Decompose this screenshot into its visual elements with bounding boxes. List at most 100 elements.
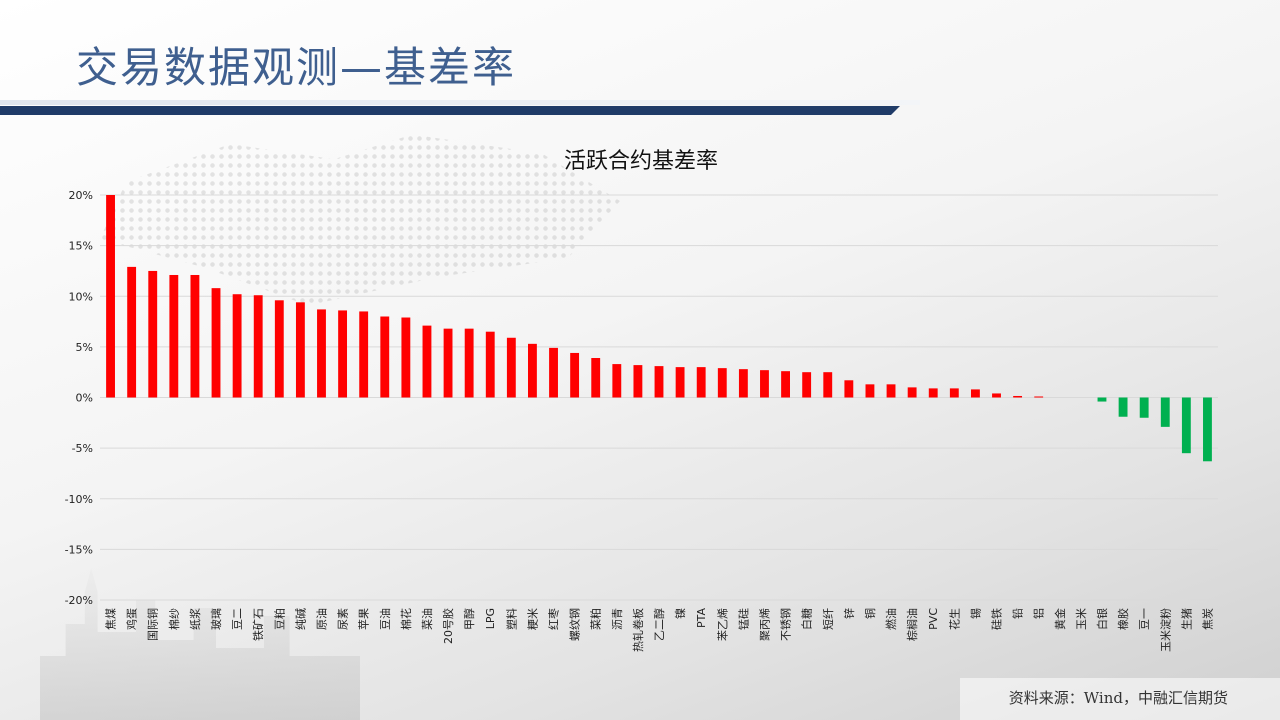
bar-棉纱 bbox=[169, 274, 179, 398]
bar-乙二醇 bbox=[654, 366, 664, 398]
bar-燃油 bbox=[886, 384, 896, 398]
y-tick-label: -5% bbox=[72, 442, 93, 455]
bar-短纤 bbox=[823, 372, 833, 398]
bar-螺纹钢 bbox=[570, 352, 580, 398]
x-category-label: 原油 bbox=[314, 608, 328, 630]
x-category-label: 菜油 bbox=[420, 608, 434, 630]
bar-锌 bbox=[844, 380, 854, 398]
x-category-label: 豆粕 bbox=[272, 608, 286, 630]
bar-苹果 bbox=[359, 311, 369, 398]
bar-粳米 bbox=[528, 343, 537, 398]
x-category-label: 豆一 bbox=[1138, 608, 1151, 630]
x-category-label: 花生 bbox=[947, 608, 961, 630]
bar-菜粕 bbox=[591, 358, 601, 398]
bar-聚丙烯 bbox=[760, 370, 769, 398]
bar-硅铁 bbox=[992, 393, 1001, 398]
x-category-label: 玻璃 bbox=[209, 608, 223, 630]
x-category-label: 锡 bbox=[968, 608, 982, 619]
x-category-label: 棕榈油 bbox=[905, 608, 919, 641]
bar-焦煤 bbox=[106, 195, 115, 398]
bar-PTA bbox=[696, 367, 706, 398]
y-tick-label: 20% bbox=[69, 189, 93, 202]
x-category-label: 20号胶 bbox=[441, 608, 455, 644]
y-tick-label: -15% bbox=[65, 543, 93, 556]
bar-热轧卷板 bbox=[633, 365, 643, 398]
x-category-label: 粳米 bbox=[525, 608, 539, 630]
x-category-label: 菜粕 bbox=[589, 608, 603, 630]
header-bar-light bbox=[0, 100, 920, 105]
bar-白糖 bbox=[802, 372, 812, 398]
bar-豆粕 bbox=[274, 300, 284, 398]
x-category-label: 白糖 bbox=[800, 608, 814, 630]
bar-铅 bbox=[1013, 395, 1023, 398]
x-category-label: 铁矿石 bbox=[252, 608, 265, 641]
bar-LPG bbox=[485, 331, 495, 398]
grid-lines bbox=[100, 194, 1218, 601]
x-category-label: 铜 bbox=[863, 608, 877, 619]
x-category-label: 黄金 bbox=[1053, 608, 1067, 630]
y-tick-label: -20% bbox=[65, 594, 93, 607]
bar-尿素 bbox=[338, 310, 348, 398]
x-category-label: LPG bbox=[484, 608, 497, 629]
x-category-label: 棉纱 bbox=[167, 608, 181, 630]
x-category-label: 豆二 bbox=[231, 608, 244, 630]
bar-沥青 bbox=[612, 364, 622, 398]
x-category-label: 焦煤 bbox=[105, 608, 118, 630]
bar-原油 bbox=[317, 309, 326, 398]
x-category-label: 锌 bbox=[842, 608, 856, 619]
x-category-label: 螺纹钢 bbox=[568, 608, 582, 641]
x-category-label: 甲醇 bbox=[462, 608, 476, 630]
x-category-label: 燃油 bbox=[884, 608, 898, 630]
bar-镍 bbox=[675, 367, 685, 398]
x-category-label: 塑料 bbox=[504, 608, 518, 630]
x-category-label: 玉米 bbox=[1075, 608, 1088, 630]
bar-锡 bbox=[970, 389, 980, 398]
y-axis: 20% 15% 10% 5% 0% -5% -10% -15% -20% bbox=[65, 189, 93, 607]
x-category-label: 橡胶 bbox=[1116, 608, 1130, 630]
x-category-label: 生猪 bbox=[1179, 608, 1193, 630]
y-tick-label: 0% bbox=[76, 392, 93, 405]
bar-花生 bbox=[949, 388, 959, 398]
x-category-label: 短纤 bbox=[821, 608, 835, 630]
x-category-label: 红枣 bbox=[548, 608, 561, 630]
bar-玻璃 bbox=[211, 288, 221, 398]
x-category-label: 豆油 bbox=[378, 608, 392, 630]
bar-铝 bbox=[1034, 396, 1044, 398]
bar-PVC bbox=[928, 388, 938, 398]
y-tick-label: -10% bbox=[65, 493, 93, 506]
x-category-label: PVC bbox=[927, 608, 940, 630]
x-category-label: 棉花 bbox=[399, 608, 413, 630]
bar-不锈钢 bbox=[781, 371, 790, 398]
x-axis: 焦煤 鸡蛋 国际铜 棉纱 纸浆 玻璃 豆二 铁矿石 豆粕 纯碱 原油 尿素 苹果 豆油 棉花 菜油 20号胶 甲醇… bbox=[105, 608, 1215, 652]
bar-纯碱 bbox=[295, 302, 305, 398]
bar-国际铜 bbox=[148, 270, 158, 398]
bar-甲醇 bbox=[464, 328, 474, 398]
x-category-label: 国际铜 bbox=[146, 608, 160, 641]
x-category-label: PTA bbox=[695, 608, 708, 628]
bar-豆一 bbox=[1139, 397, 1149, 418]
x-category-label: 硅铁 bbox=[991, 608, 1004, 630]
bar-白银 bbox=[1097, 397, 1107, 402]
x-category-label: 白银 bbox=[1095, 608, 1109, 630]
bar-纸浆 bbox=[190, 274, 200, 398]
x-category-label: 镍 bbox=[673, 608, 687, 619]
bar-20号胶 bbox=[443, 328, 453, 398]
bar-生猪 bbox=[1181, 397, 1191, 454]
x-category-label: 铝 bbox=[1032, 608, 1046, 619]
y-tick-label: 10% bbox=[69, 290, 93, 303]
bar-塑料 bbox=[506, 337, 516, 398]
source-box bbox=[960, 678, 1280, 720]
bar-豆油 bbox=[380, 316, 390, 398]
x-category-label: 热轧卷板 bbox=[631, 608, 645, 652]
bar-铜 bbox=[865, 384, 875, 398]
x-category-label: 尿素 bbox=[337, 608, 350, 630]
x-category-label: 玉米淀粉 bbox=[1158, 608, 1172, 652]
chart-title: 活跃合约基差率 bbox=[564, 149, 718, 174]
x-category-label: 不锈钢 bbox=[780, 608, 793, 641]
bar-橡胶 bbox=[1118, 397, 1128, 417]
bar-玉米淀粉 bbox=[1160, 397, 1170, 427]
x-category-label: 鸡蛋 bbox=[125, 608, 139, 630]
x-category-label: 聚丙烯 bbox=[758, 608, 771, 641]
x-category-label: 锰硅 bbox=[736, 608, 750, 630]
